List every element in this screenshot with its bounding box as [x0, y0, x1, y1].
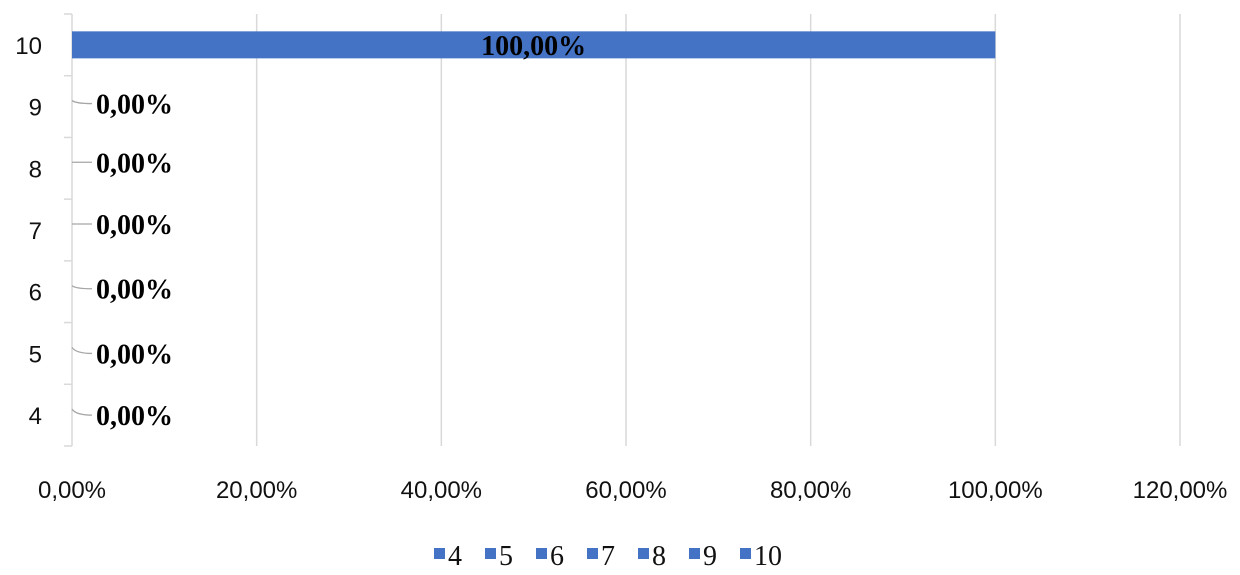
y-tick-label: 9 — [29, 95, 42, 122]
y-tick-label: 7 — [29, 218, 42, 245]
legend-item: 7 — [587, 541, 615, 572]
x-tick-labels: 0,00% 20,00% 40,00% 60,00% 80,00% 100,00% 120,… — [38, 477, 1227, 504]
legend-swatch — [434, 548, 445, 559]
data-label: 0,00% — [96, 339, 173, 370]
y-tick-label: 6 — [29, 280, 42, 307]
legend-swatch — [536, 548, 547, 559]
leader-line — [71, 100, 93, 105]
data-label: 100,00% — [481, 31, 586, 62]
legend-swatch — [689, 548, 700, 559]
x-tick-label: 20,00% — [216, 477, 297, 504]
x-tick-label: 80,00% — [770, 477, 851, 504]
bars — [72, 31, 996, 59]
legend-label: 9 — [703, 541, 717, 572]
legend-swatch — [485, 548, 496, 559]
y-tick-label: 5 — [29, 341, 42, 368]
x-tick-label: 100,00% — [948, 477, 1043, 504]
x-tick-label: 60,00% — [585, 477, 666, 504]
legend-label: 10 — [754, 541, 782, 572]
leader-line — [71, 285, 93, 290]
legend-swatch — [740, 548, 751, 559]
legend-swatch — [587, 548, 598, 559]
legend-label: 5 — [499, 541, 513, 572]
data-label: 0,00% — [96, 148, 173, 179]
x-tick-label: 40,00% — [401, 477, 482, 504]
legend-item: 8 — [638, 541, 666, 572]
leader-lines — [71, 100, 93, 416]
y-tick-label: 4 — [29, 403, 42, 430]
y-tick-labels: 4 5 6 7 8 9 10 — [15, 33, 42, 430]
leader-line — [71, 408, 93, 416]
data-label: 0,00% — [96, 90, 173, 121]
legend-item: 5 — [485, 541, 513, 572]
data-label: 0,00% — [96, 401, 173, 432]
x-tick-label: 120,00% — [1133, 477, 1228, 504]
legend-label: 4 — [448, 541, 462, 572]
legend-label: 7 — [601, 541, 615, 572]
legend-item: 4 — [434, 541, 462, 572]
data-labels: 0,00% 0,00% 0,00% 0,00% 0,00% 0,00% 100,00% — [96, 31, 586, 432]
legend-item: 10 — [740, 541, 782, 572]
bar — [72, 31, 996, 59]
legend-item: 6 — [536, 541, 564, 572]
legend-label: 8 — [652, 541, 666, 572]
legend-item: 9 — [689, 541, 717, 572]
leader-line — [71, 347, 93, 355]
data-label: 0,00% — [96, 275, 173, 306]
y-tick-label: 8 — [29, 156, 42, 183]
gridlines — [255, 14, 1181, 446]
legend-label: 6 — [550, 541, 564, 572]
y-axis — [64, 13, 73, 447]
y-tick-label: 10 — [15, 33, 42, 60]
legend: 4 5 6 7 8 9 10 — [434, 541, 782, 572]
data-label: 0,00% — [96, 210, 173, 241]
legend-swatch — [638, 548, 649, 559]
x-tick-label: 0,00% — [38, 477, 106, 504]
